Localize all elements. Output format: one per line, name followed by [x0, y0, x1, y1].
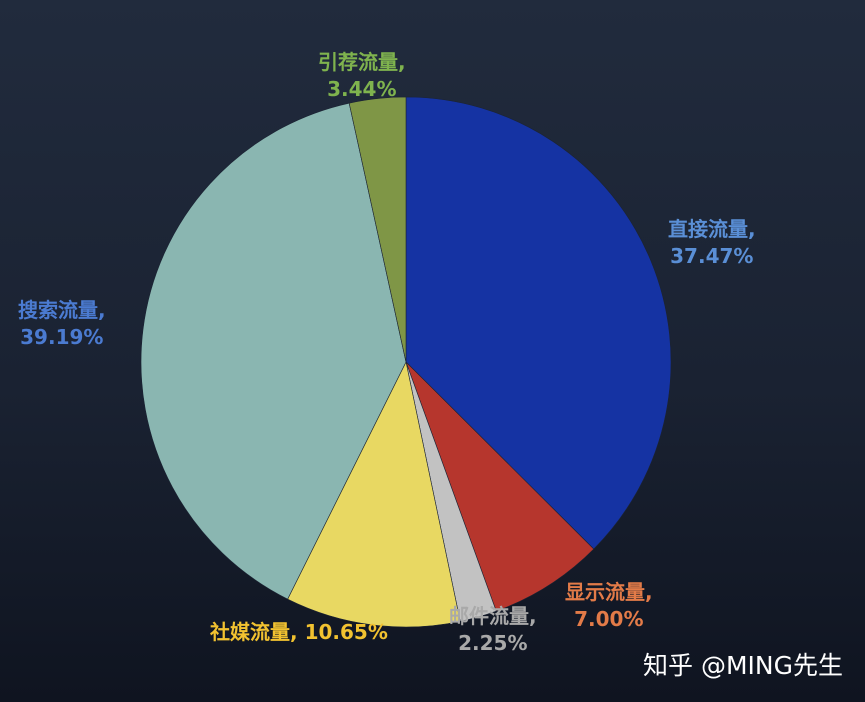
label-display: 显示流量, 7.00% — [565, 580, 653, 631]
label-direct: 直接流量, 37.47% — [668, 217, 756, 268]
label-social: 社媒流量, 10.65% — [210, 620, 388, 644]
pie-slice-0 — [405, 96, 672, 550]
pie-slice-3 — [287, 361, 461, 628]
label-search: 搜索流量, 39.19% — [18, 298, 106, 349]
label-email: 邮件流量, 2.25% — [449, 604, 537, 655]
label-referral: 引荐流量, 3.44% — [318, 50, 406, 101]
watermark: 知乎 @MING先生 — [643, 651, 843, 680]
pie-slice-4 — [140, 102, 407, 600]
pie-slice-1 — [405, 361, 595, 612]
pie-slice-5 — [348, 96, 407, 363]
